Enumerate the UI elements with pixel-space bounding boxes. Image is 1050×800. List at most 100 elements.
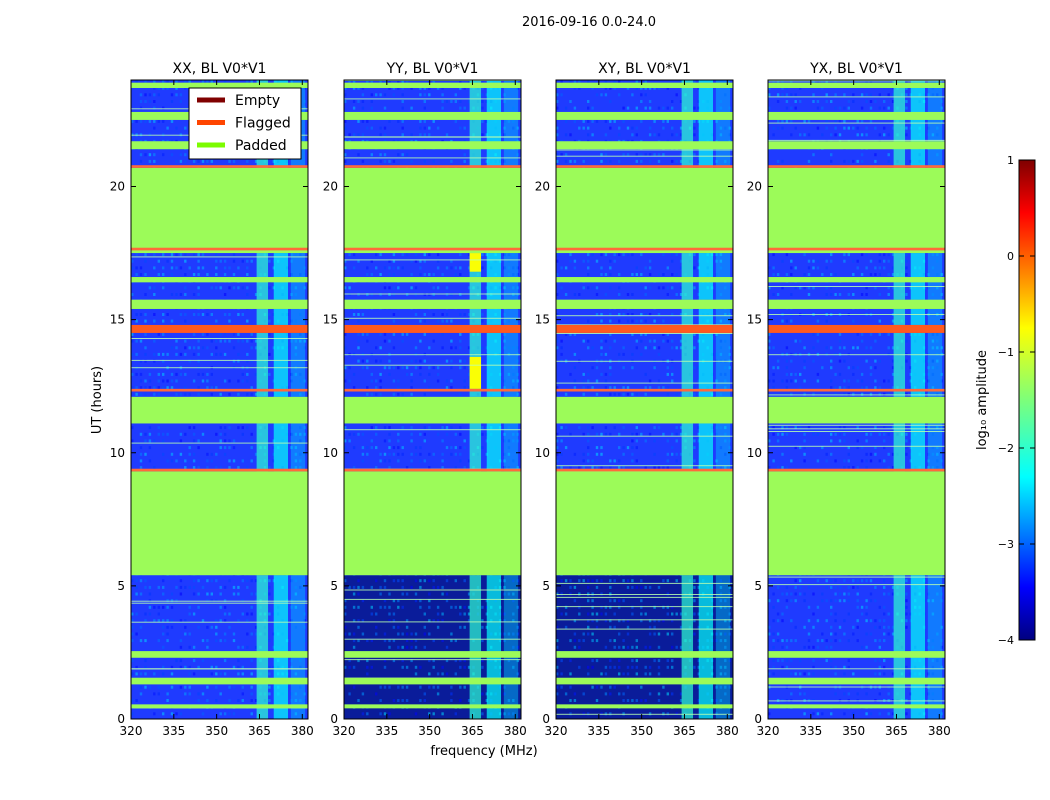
noise-pixel (693, 579, 696, 583)
noise-pixel (379, 452, 382, 456)
noise-pixel (188, 685, 191, 689)
noise-pixel (631, 332, 634, 336)
noise-pixel (481, 133, 484, 137)
noise-pixel (432, 80, 435, 83)
noise-pixel (379, 459, 382, 463)
padded-region (344, 82, 521, 88)
noise-pixel (148, 612, 152, 616)
noise-pixel (512, 665, 515, 669)
noise-pixel (410, 432, 413, 436)
noise-pixel (153, 126, 156, 130)
noise-pixel (294, 605, 298, 609)
noise-pixel (613, 119, 616, 123)
noise-pixel (481, 100, 484, 103)
noise-pixel (144, 685, 147, 689)
padded-line (344, 157, 521, 159)
padded-region (344, 471, 521, 576)
noise-pixel (582, 452, 585, 456)
noise-pixel (166, 432, 169, 436)
noise-pixel (170, 266, 174, 270)
noise-pixel (507, 119, 511, 123)
noise-pixel (428, 605, 431, 609)
noise-pixel (445, 266, 449, 270)
noise-pixel (139, 452, 143, 456)
noise-pixel (432, 665, 435, 669)
noise-pixel (587, 133, 590, 137)
noise-pixel (401, 366, 404, 370)
noise-pixel (348, 439, 351, 443)
noise-pixel (626, 386, 630, 390)
noise-pixel (436, 366, 440, 370)
noise-pixel (162, 605, 165, 609)
noise-pixel (192, 645, 196, 649)
noise-pixel (564, 119, 568, 123)
noise-pixel (609, 579, 612, 583)
noise-pixel (648, 346, 652, 350)
noise-pixel (388, 266, 391, 270)
noise-pixel (445, 599, 449, 603)
noise-pixel (507, 439, 511, 443)
noise-pixel (388, 446, 391, 450)
noise-pixel (228, 699, 231, 702)
noise-pixel (254, 579, 258, 583)
noise-pixel (459, 699, 462, 702)
noise-pixel (299, 665, 302, 669)
noise-pixel (175, 712, 178, 716)
noise-pixel (459, 659, 462, 663)
noise-pixel (344, 665, 347, 669)
noise-pixel (361, 106, 365, 110)
noise-pixel (423, 106, 426, 110)
noise-pixel (644, 319, 647, 323)
noise-pixel (303, 612, 306, 616)
noise-pixel (423, 93, 426, 97)
rfi-band (256, 253, 269, 300)
noise-pixel (197, 446, 200, 450)
noise-pixel (436, 286, 440, 290)
noise-pixel (192, 439, 196, 443)
padded-region (344, 277, 521, 283)
spectrogram (344, 80, 521, 719)
padded-line (131, 442, 308, 444)
noise-pixel (162, 86, 165, 90)
noise-pixel (188, 392, 191, 396)
noise-pixel (693, 106, 696, 110)
noise-pixel (410, 659, 413, 663)
noise-pixel (653, 439, 656, 443)
noise-pixel (290, 339, 293, 343)
noise-pixel (206, 685, 209, 689)
noise-pixel (640, 286, 643, 290)
noise-pixel (719, 126, 723, 130)
noise-pixel (679, 432, 683, 436)
noise-pixel (648, 379, 652, 383)
noise-pixel (299, 432, 302, 436)
noise-pixel (591, 346, 594, 350)
noise-pixel (215, 685, 218, 689)
noise-pixel (450, 359, 453, 363)
noise-pixel (228, 446, 231, 450)
noise-pixel (450, 266, 453, 270)
noise-pixel (379, 346, 382, 350)
noise-pixel (693, 266, 696, 270)
noise-pixel (188, 645, 191, 649)
noise-pixel (210, 80, 213, 83)
noise-pixel (139, 446, 143, 450)
noise-pixel (512, 619, 515, 623)
noise-pixel (131, 659, 134, 663)
noise-pixel (445, 579, 449, 583)
noise-pixel (352, 619, 356, 623)
noise-pixel (569, 579, 572, 583)
noise-pixel (556, 153, 559, 157)
noise-pixel (153, 293, 156, 296)
noise-pixel (679, 452, 683, 456)
noise-pixel (250, 392, 253, 396)
noise-pixel (228, 286, 231, 290)
noise-pixel (463, 86, 466, 90)
noise-pixel (246, 352, 249, 356)
noise-pixel (184, 466, 187, 470)
noise-pixel (516, 672, 519, 676)
noise-pixel (423, 126, 426, 130)
noise-pixel (397, 366, 400, 370)
noise-pixel (454, 93, 457, 97)
noise-pixel (507, 372, 511, 376)
